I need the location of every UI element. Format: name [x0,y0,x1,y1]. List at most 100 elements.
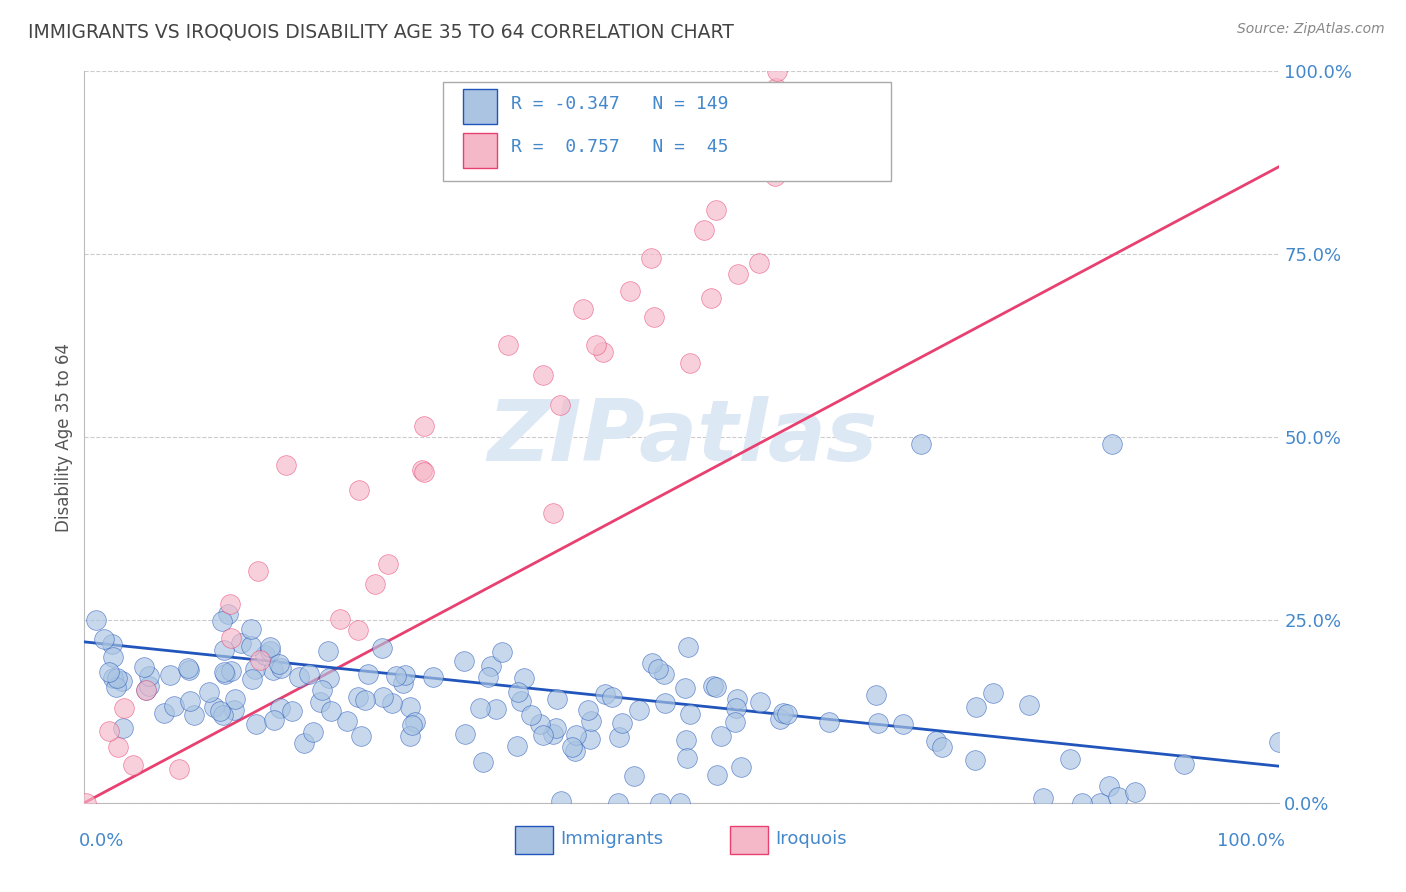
FancyBboxPatch shape [730,826,768,854]
Point [675,732,697,747]
Point [229,636,252,650]
Point [766,64,789,78]
Point [98,665,121,679]
Point [619,284,641,298]
Point [765,80,787,95]
Point [472,755,495,769]
Point [492,87,515,101]
Point [652,666,675,681]
Point [212,665,235,679]
Point [600,690,623,704]
Point [373,690,395,704]
Point [679,706,702,721]
Point [219,665,242,679]
Point [270,661,292,675]
Point [245,717,267,731]
Point [772,706,794,721]
Point [318,671,340,685]
Point [281,704,304,718]
Point [177,663,200,677]
Point [413,465,436,479]
Point [643,310,665,324]
Point [1071,796,1094,810]
Point [817,714,839,729]
Point [509,694,531,708]
Point [399,729,422,743]
Point [112,721,135,735]
Point [309,695,332,709]
Point [298,667,321,681]
Point [219,597,242,611]
Point [1268,735,1291,749]
Point [676,640,699,655]
Point [347,483,370,497]
Point [105,680,128,694]
Point [347,623,370,637]
Point [531,368,554,382]
Point [564,728,586,742]
Point [138,679,160,693]
Point [404,714,426,729]
Point [506,685,529,699]
Point [561,740,583,755]
Point [292,735,315,749]
Point [214,643,236,657]
Point [249,653,271,667]
Point [727,691,749,706]
Point [385,669,408,683]
Point [371,640,394,655]
Point [925,734,948,748]
Point [571,301,593,316]
Point [669,796,692,810]
Point [101,637,124,651]
Point [103,649,125,664]
Point [506,739,529,754]
Point [531,728,554,742]
Point [648,796,671,810]
Point [477,670,499,684]
Point [274,458,297,472]
Point [931,739,953,754]
Point [794,151,817,165]
Point [1173,756,1195,771]
Point [706,768,728,782]
Point [496,338,519,352]
Point [112,701,135,715]
Point [585,338,607,352]
Point [354,693,377,707]
Point [183,708,205,723]
Point [673,681,696,695]
Point [702,680,724,694]
Point [775,706,797,721]
Point [1098,779,1121,793]
Point [541,506,564,520]
Text: 100.0%: 100.0% [1218,832,1285,850]
Point [101,672,124,686]
Point [132,660,155,674]
FancyBboxPatch shape [443,82,891,181]
Point [176,661,198,675]
Point [1107,790,1129,805]
Point [679,134,702,148]
Point [804,120,827,135]
Point [453,654,475,668]
Point [654,696,676,710]
Point [318,644,340,658]
Point [730,760,752,774]
Point [693,223,716,237]
Point [245,662,267,676]
Point [209,704,232,718]
Point [769,712,792,726]
Point [301,725,323,739]
Point [541,727,564,741]
Point [399,699,422,714]
Point [412,419,434,434]
Point [135,683,157,698]
Text: Immigrants: Immigrants [560,830,664,848]
Point [748,695,770,709]
Point [983,686,1005,700]
Point [364,577,387,591]
Point [391,675,413,690]
Point [607,730,630,744]
Point [679,356,702,370]
